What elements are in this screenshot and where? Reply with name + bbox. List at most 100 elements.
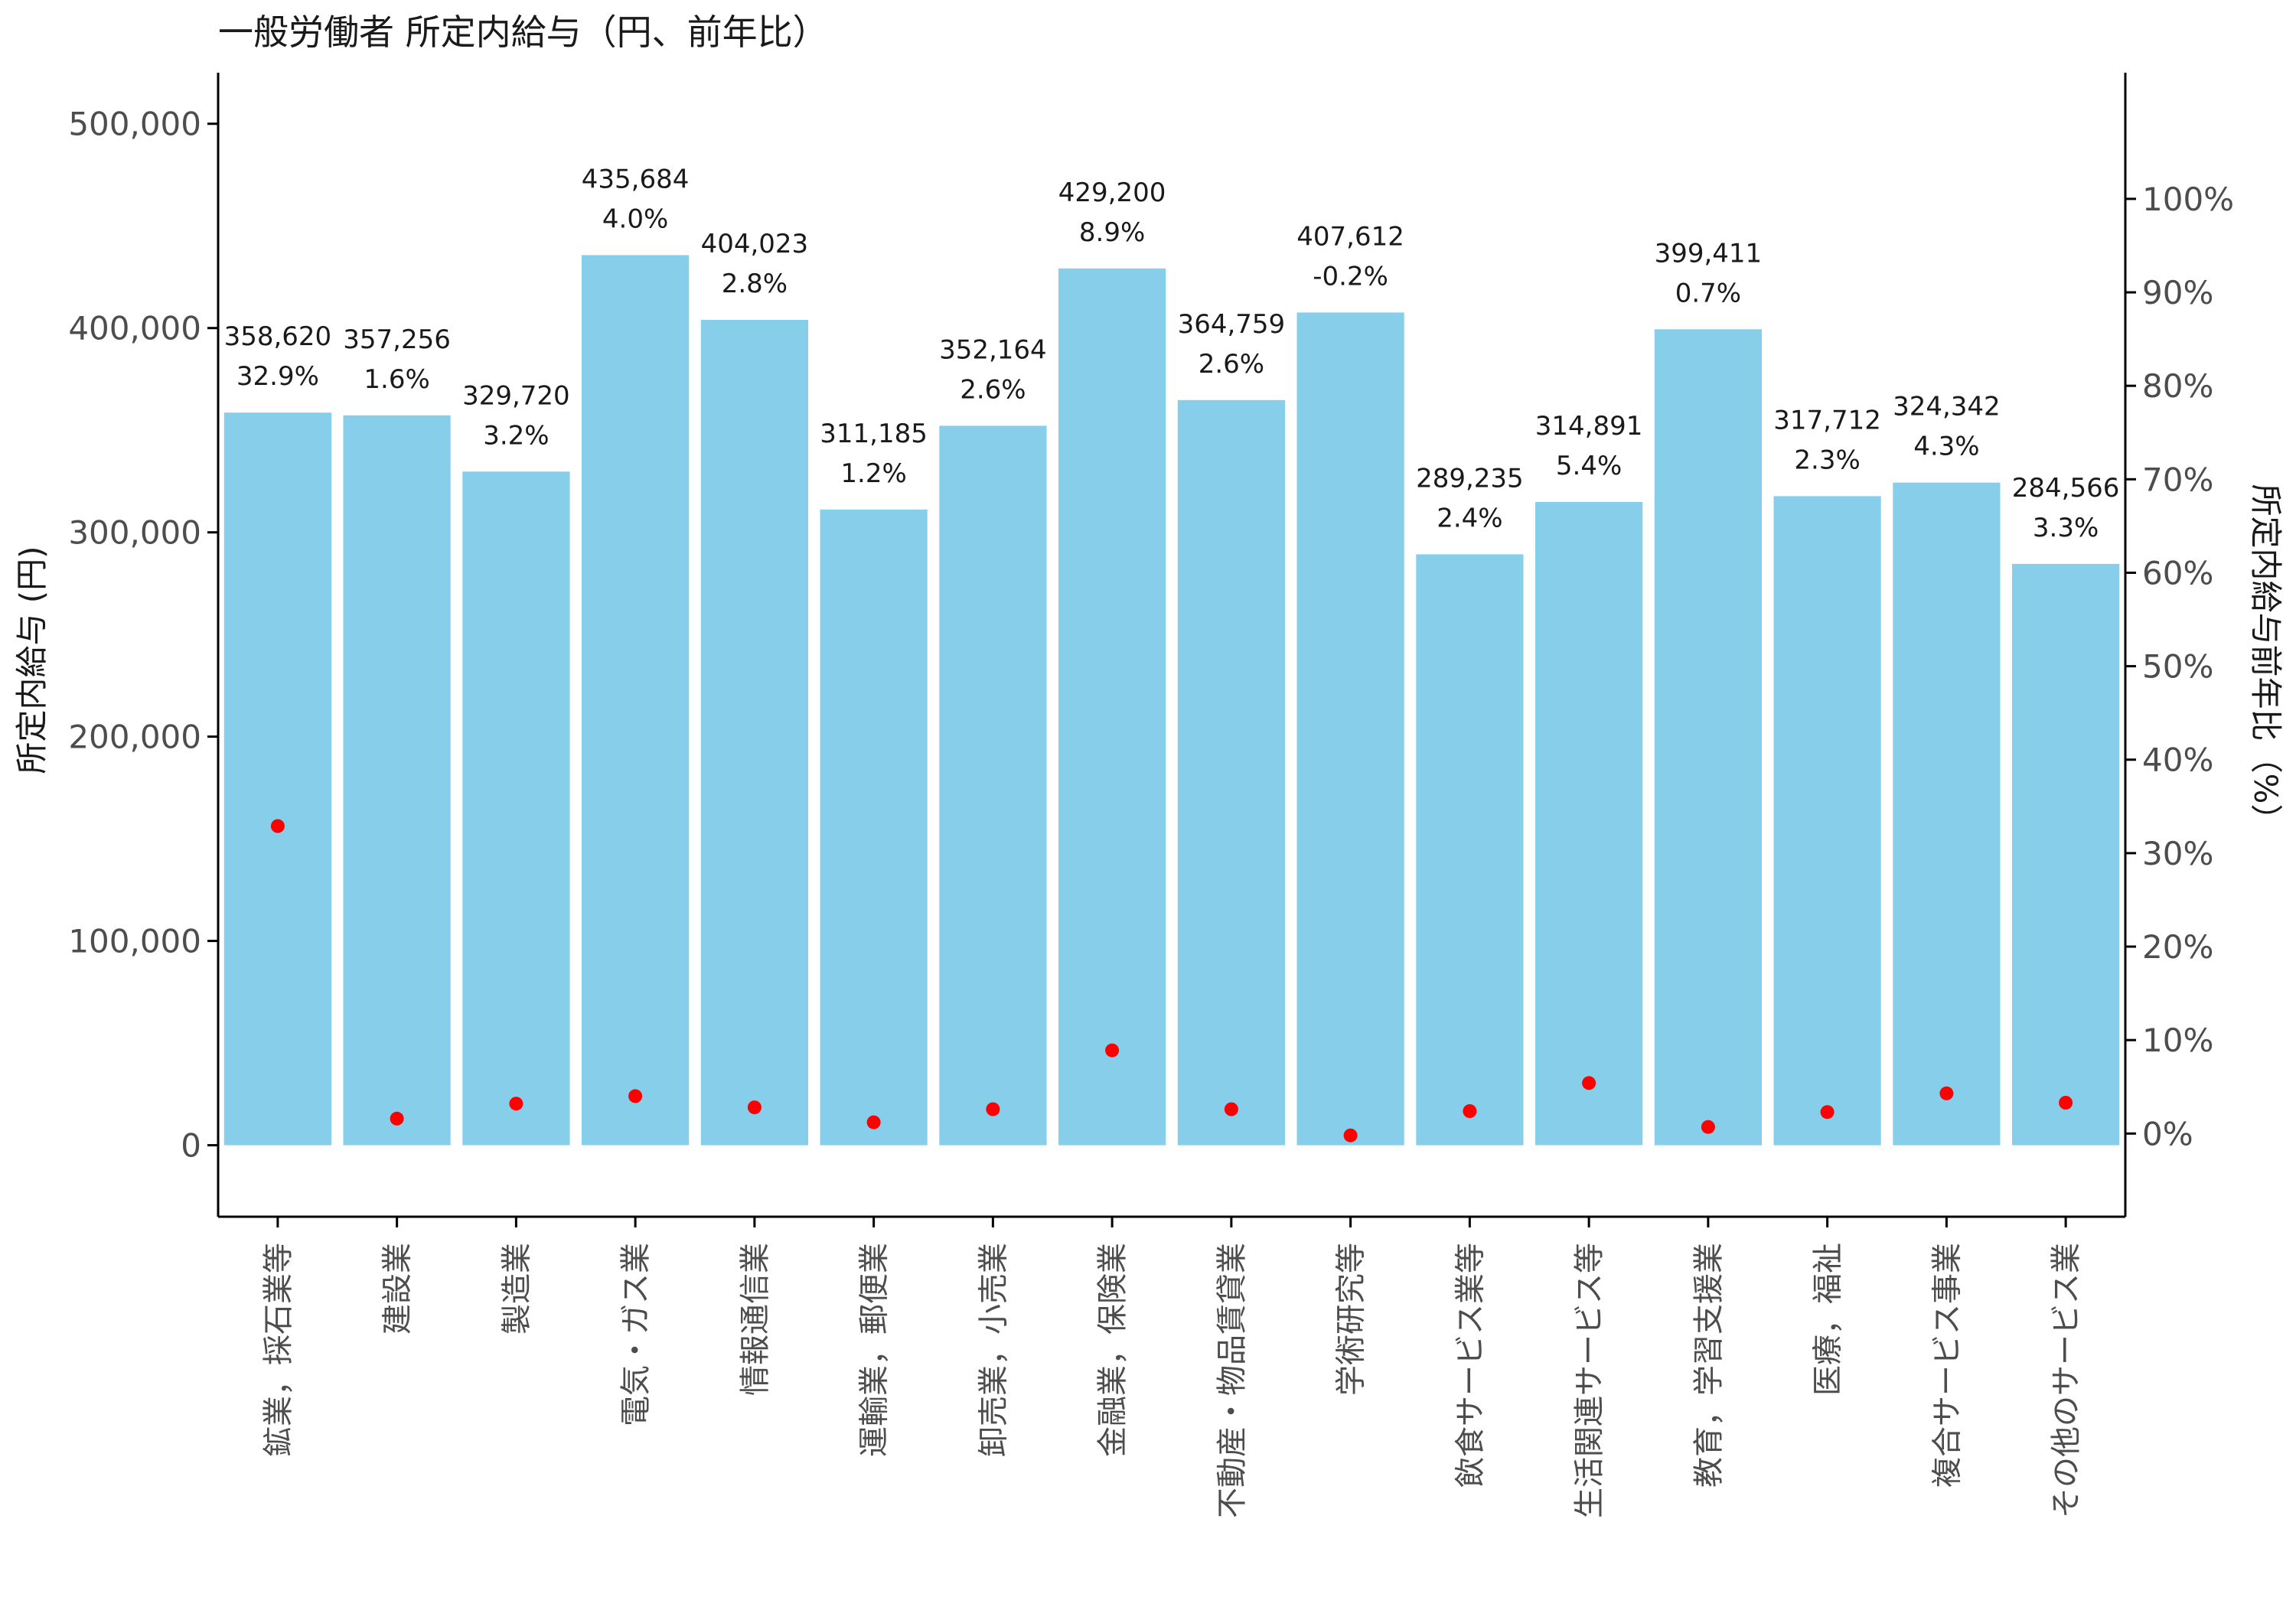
left-y-tick-label: 100,000 [68, 923, 201, 960]
bar [1177, 399, 1285, 1146]
data-labels: 358,620 32.9% 357,256 1.6% 329,720 3.2% 435,68… [224, 164, 2120, 543]
bar-value-label: 364,759 [1178, 309, 1286, 340]
x-tick-label: 飲食サービス業等 [1453, 1243, 1488, 1488]
bar [1535, 501, 1643, 1146]
x-tick-label: 学術研究等 [1334, 1243, 1369, 1396]
bar [1893, 482, 2001, 1146]
x-tick-label: 複合サービス事業 [1929, 1243, 1965, 1488]
x-tick-label: その他のサービス業 [2049, 1243, 2084, 1518]
x-ticks: 鉱業，採石業等 建設業 製造業 電気・ガス業 情報通信業 運輸業，郵便業 卸売業，小売業 金融… [261, 1217, 2084, 1518]
x-tick-label: 卸売業，小売業 [976, 1243, 1011, 1457]
right-y-tick-label: 10% [2142, 1022, 2213, 1059]
growth-point [1343, 1128, 1358, 1143]
growth-value-label: 2.6% [960, 374, 1026, 405]
right-y-ticks: 0% 10% 20% 30% 40% 50% 60% 70% 80% 90% 100% [2125, 181, 2234, 1152]
growth-point [1224, 1102, 1238, 1116]
bar-series [223, 255, 2120, 1146]
growth-point [270, 819, 285, 833]
left-y-tick-label: 500,000 [68, 106, 201, 143]
growth-point [1820, 1105, 1835, 1120]
bar [2012, 563, 2120, 1146]
bar-value-label: 429,200 [1058, 178, 1166, 208]
x-tick-label: 医療，福祉 [1811, 1243, 1846, 1396]
growth-point-series [270, 819, 2073, 1143]
growth-point [1463, 1104, 1477, 1118]
growth-value-label: 1.6% [364, 364, 429, 395]
bar-value-label: 284,566 [2012, 473, 2120, 504]
growth-point [1105, 1043, 1120, 1058]
bar [1058, 268, 1166, 1146]
growth-value-label: 3.3% [2033, 513, 2099, 543]
right-y-tick-label: 0% [2142, 1115, 2193, 1152]
bar [1654, 329, 1762, 1146]
x-tick-label: 情報通信業 [738, 1243, 773, 1396]
x-tick-label: 建設業 [380, 1243, 416, 1335]
bar [1296, 312, 1404, 1146]
growth-point [390, 1111, 404, 1126]
growth-value-label: 8.9% [1079, 217, 1145, 248]
right-y-tick-label: 50% [2142, 648, 2213, 686]
bar-value-label: 399,411 [1655, 238, 1763, 269]
x-tick-label: 鉱業，採石業等 [261, 1243, 296, 1457]
growth-point [2059, 1096, 2073, 1110]
right-y-tick-label: 80% [2142, 367, 2213, 405]
right-y-axis-label: 所定内給与前年比（%） [2247, 484, 2285, 836]
growth-point [628, 1089, 643, 1103]
bar-value-label: 324,342 [1893, 392, 2001, 422]
growth-value-label: 2.3% [1794, 445, 1860, 475]
bar-value-label: 435,684 [582, 164, 690, 194]
bar-value-label: 358,620 [224, 321, 332, 352]
growth-point [509, 1097, 523, 1111]
bar-value-label: 317,712 [1773, 405, 1881, 435]
bar-value-label: 289,235 [1416, 463, 1524, 494]
growth-value-label: 32.9% [236, 361, 319, 392]
bar [582, 255, 690, 1146]
left-y-tick-label: 0 [181, 1127, 201, 1165]
left-y-axis-label: 所定内給与 (円) [13, 546, 51, 774]
growth-point [986, 1102, 1000, 1116]
bar [1416, 554, 1524, 1146]
chart-title: 一般労働者 所定内給与（円、前年比） [218, 11, 828, 53]
growth-value-label: 4.0% [602, 204, 668, 234]
x-tick-label: 不動産・物品賃貸業 [1215, 1243, 1250, 1518]
bar-value-label: 314,891 [1535, 411, 1643, 442]
bar-value-label: 357,256 [343, 324, 451, 355]
bar-value-label: 352,164 [939, 334, 1047, 365]
right-y-tick-label: 100% [2142, 181, 2234, 218]
x-tick-label: 生活関連サービス等 [1572, 1243, 1607, 1518]
growth-value-label: 2.6% [1199, 349, 1264, 380]
x-tick-label: 電気・ガス業 [618, 1243, 654, 1426]
growth-value-label: 0.7% [1675, 278, 1741, 308]
bar [462, 471, 570, 1146]
growth-value-label: -0.2% [1313, 261, 1388, 292]
bar-value-label: 329,720 [462, 380, 570, 411]
bar [1773, 496, 1881, 1146]
x-tick-label: 教育，学習支援業 [1691, 1243, 1727, 1488]
right-y-tick-label: 60% [2142, 554, 2213, 592]
left-y-ticks: 0 100,000 200,000 300,000 400,000 500,000 [68, 106, 218, 1165]
right-y-tick-label: 40% [2142, 742, 2213, 779]
growth-value-label: 5.4% [1556, 451, 1622, 481]
x-tick-label: 製造業 [499, 1243, 534, 1335]
left-y-tick-label: 200,000 [68, 719, 201, 756]
x-tick-label: 運輸業，郵便業 [857, 1243, 892, 1457]
left-y-tick-label: 300,000 [68, 514, 201, 552]
right-y-tick-label: 70% [2142, 461, 2213, 498]
growth-value-label: 3.2% [483, 420, 549, 451]
growth-value-label: 2.8% [722, 269, 788, 299]
bar-value-label: 311,185 [820, 419, 928, 449]
x-tick-label: 金融業，保険業 [1095, 1243, 1130, 1457]
growth-point [747, 1100, 762, 1115]
growth-value-label: 4.3% [1913, 432, 1979, 462]
growth-point [1701, 1120, 1715, 1134]
growth-value-label: 1.2% [840, 458, 906, 489]
growth-point [1582, 1076, 1596, 1090]
right-y-tick-label: 20% [2142, 928, 2213, 966]
bar [939, 425, 1047, 1146]
bar-value-label: 407,612 [1296, 221, 1404, 252]
growth-value-label: 2.4% [1437, 503, 1502, 533]
growth-point [1939, 1086, 1954, 1100]
bar [820, 509, 928, 1146]
right-y-tick-label: 30% [2142, 835, 2213, 872]
